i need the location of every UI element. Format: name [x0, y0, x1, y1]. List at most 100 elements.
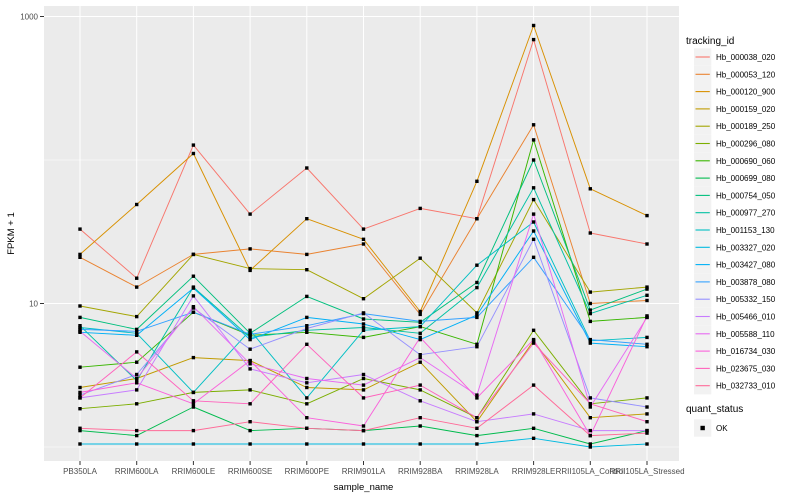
data-point — [531, 328, 536, 332]
data-point — [361, 424, 366, 428]
data-point — [418, 388, 422, 392]
data-point — [191, 305, 196, 309]
data-point — [135, 376, 139, 381]
plot-panel — [44, 6, 679, 461]
data-point — [135, 360, 139, 364]
data-point — [248, 367, 252, 371]
data-point — [531, 212, 536, 216]
data-point — [418, 335, 422, 340]
data-point — [248, 347, 252, 351]
data-point — [78, 396, 82, 400]
data-point — [418, 442, 422, 446]
data-point — [361, 227, 366, 231]
data-point — [418, 355, 422, 360]
x-tick-label: RRII105LA_Stressed — [609, 467, 684, 476]
data-point — [531, 220, 536, 224]
data-point — [361, 237, 366, 241]
data-point — [305, 315, 309, 320]
data-point — [588, 341, 592, 345]
data-point — [645, 442, 649, 446]
data-point — [475, 285, 479, 290]
data-point — [645, 405, 649, 409]
data-point — [78, 365, 82, 369]
x-tick-label: PB350LA — [63, 467, 97, 476]
legend-item-label: Hb_032733_010 — [716, 382, 776, 391]
legend-item-label: Hb_005588_110 — [716, 330, 775, 339]
data-point — [645, 287, 649, 291]
data-point — [305, 328, 309, 332]
data-point — [645, 298, 649, 303]
data-point — [645, 412, 649, 416]
data-point — [191, 402, 196, 406]
data-point — [418, 383, 422, 387]
data-point — [588, 311, 592, 316]
data-point — [361, 372, 366, 377]
data-point — [361, 328, 366, 332]
y-tick-label: 10 — [29, 300, 38, 309]
data-point — [588, 308, 592, 312]
data-point — [248, 268, 252, 273]
data-point — [135, 433, 139, 438]
legend-item-label: Hb_005466_010 — [716, 313, 776, 322]
data-point — [248, 388, 252, 392]
data-point — [588, 187, 592, 191]
data-point — [645, 342, 649, 346]
data-point — [191, 405, 196, 409]
data-point — [305, 326, 309, 331]
data-point — [588, 416, 592, 420]
legend-item-label: Hb_000699_080 — [716, 174, 776, 183]
data-point — [531, 436, 536, 440]
data-point — [588, 402, 592, 406]
x-tick-label: RRIM928BA — [398, 467, 443, 476]
data-point — [418, 312, 422, 317]
data-point — [588, 405, 592, 409]
data-point — [135, 285, 139, 289]
data-point — [475, 433, 479, 438]
data-point — [418, 360, 422, 364]
data-point — [191, 286, 196, 290]
data-point — [248, 332, 252, 336]
data-point — [191, 151, 196, 156]
data-point — [418, 337, 422, 342]
data-point — [305, 376, 309, 381]
data-point — [78, 324, 82, 328]
data-point — [531, 138, 536, 142]
data-point — [645, 293, 649, 297]
data-point — [531, 123, 536, 127]
legend-title-tracking-id: tracking_id — [686, 36, 734, 47]
data-point — [361, 442, 366, 446]
data-point — [191, 294, 196, 298]
data-point — [418, 319, 422, 324]
data-point — [135, 329, 139, 333]
data-point — [78, 252, 82, 257]
x-axis-title: sample_name — [334, 482, 394, 493]
data-point — [361, 297, 366, 301]
data-point — [531, 337, 536, 342]
legend-item-label: Hb_016734_030 — [716, 347, 776, 356]
data-point — [78, 385, 82, 390]
data-point — [475, 396, 479, 400]
data-point — [531, 255, 536, 259]
data-point — [135, 327, 139, 332]
data-point — [78, 390, 82, 395]
data-point — [418, 399, 422, 403]
data-point — [305, 268, 309, 272]
data-point — [78, 393, 82, 397]
data-point — [305, 330, 309, 334]
data-point — [645, 242, 649, 246]
data-point — [361, 322, 366, 326]
data-point — [418, 309, 422, 314]
data-point — [531, 341, 536, 345]
data-point — [588, 442, 592, 446]
data-point — [645, 396, 649, 400]
data-point — [475, 345, 479, 349]
data-point — [475, 420, 479, 424]
data-point — [418, 416, 422, 420]
data-point — [645, 335, 649, 340]
data-point — [531, 23, 536, 28]
data-point — [191, 143, 196, 147]
data-point — [475, 313, 479, 317]
data-point — [78, 227, 82, 231]
data-point — [361, 376, 366, 381]
